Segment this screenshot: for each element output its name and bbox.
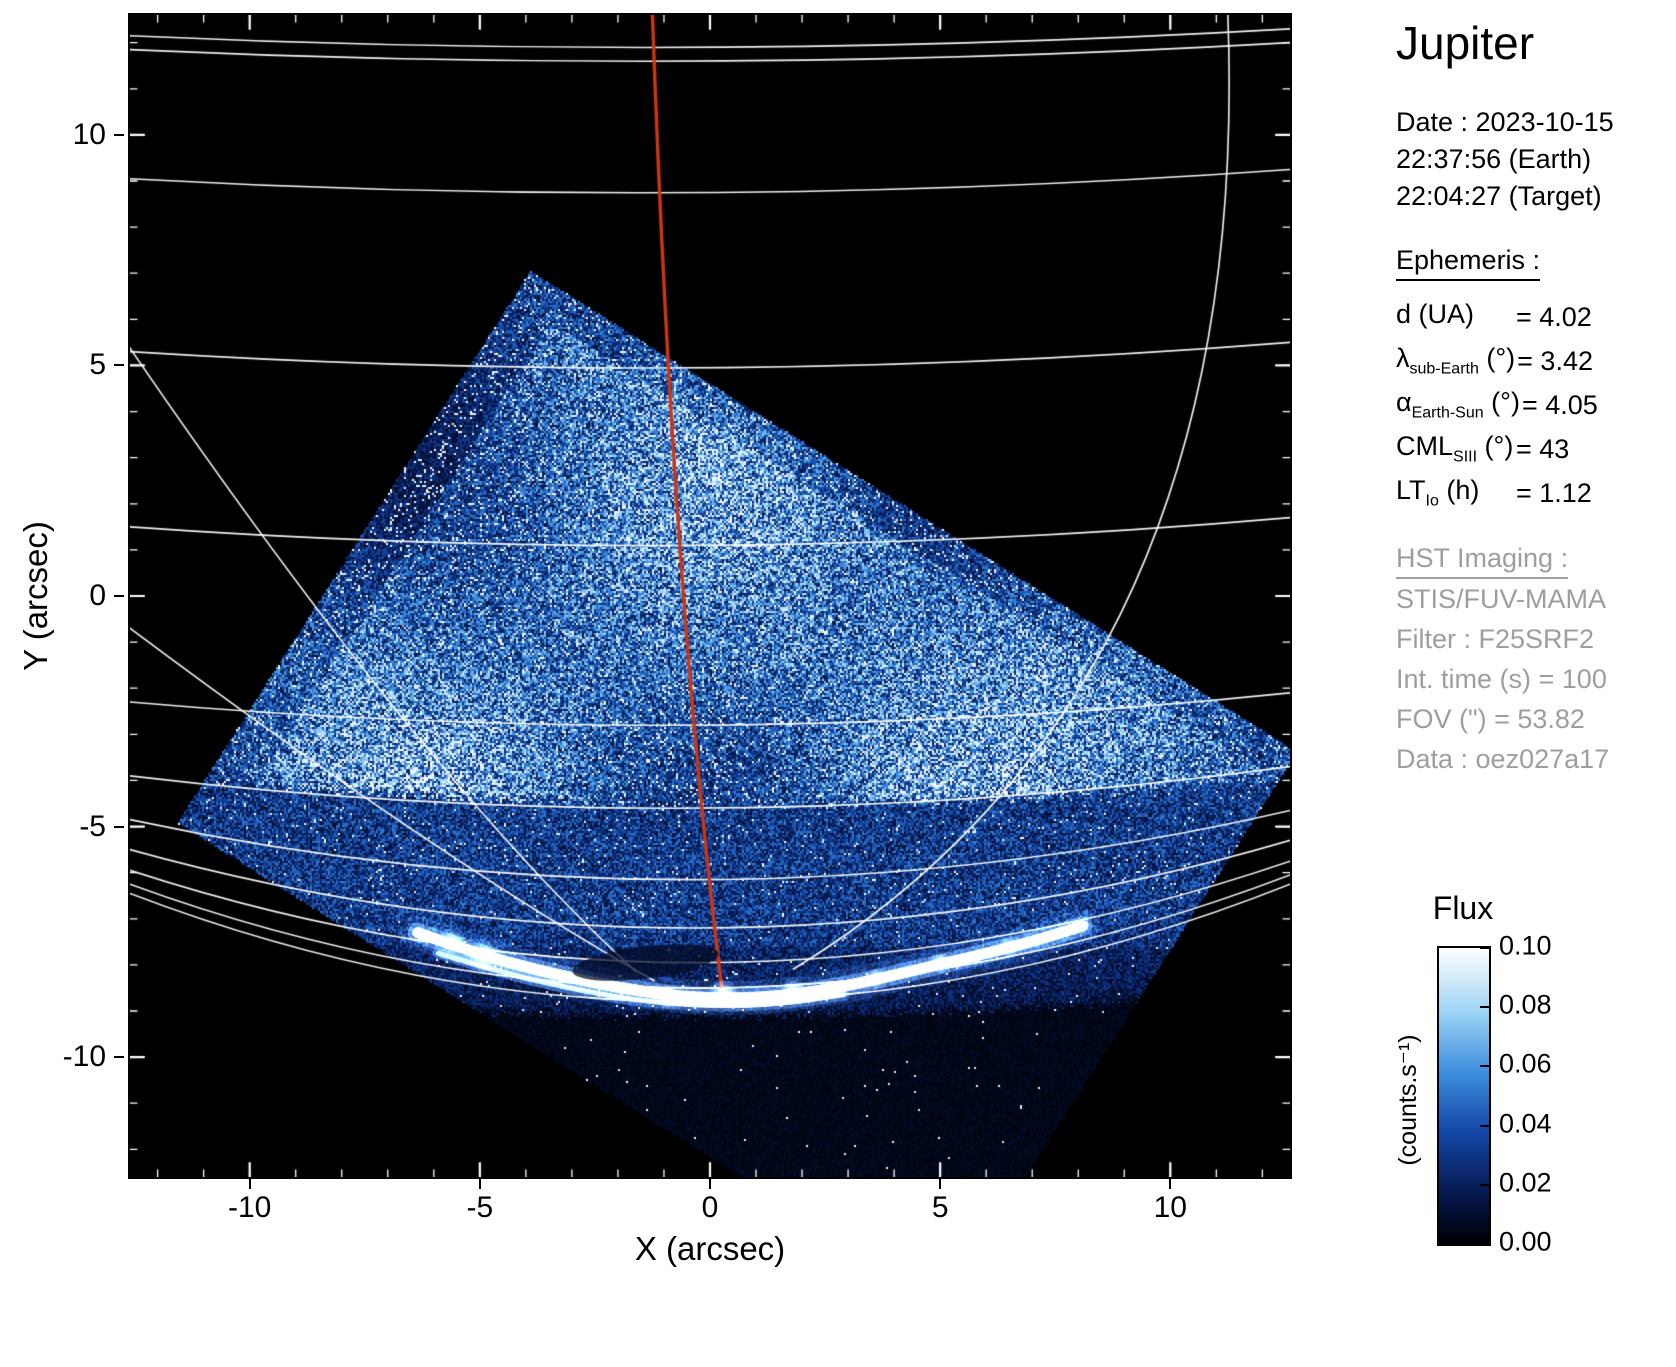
- x-tick-mark: [248, 1179, 251, 1189]
- y-tick: -5: [79, 809, 106, 843]
- colorbar-tick-mark: [1480, 947, 1489, 949]
- colorbar-title: Flux: [1432, 890, 1494, 926]
- ephemeris-distance: d (UA) = 4.02: [1396, 299, 1592, 332]
- observation-time-block: Date : 2023-10-15 22:37:56 (Earth) 22:04…: [1396, 104, 1674, 215]
- x-tick: 10: [1153, 1191, 1187, 1224]
- ephemeris-list: d (UA) = 4.02 λsub-Earth (°) = 3.42 αEar…: [1396, 295, 1674, 515]
- y-tick-mark: [114, 133, 124, 136]
- hst-instrument: STIS/FUV-MAMA: [1396, 584, 1607, 614]
- y-tick-mark: [114, 364, 124, 367]
- x-tick-mark: [478, 1179, 481, 1189]
- x-tick: 0: [701, 1191, 719, 1224]
- y-tick: 0: [89, 579, 106, 612]
- colorbar-tick-labels: 0.10 0.08 0.06 0.04 0.02 0.00: [1499, 931, 1589, 1257]
- colorbar-tick: 0.00: [1499, 1226, 1552, 1257]
- y-tick: -10: [62, 1040, 106, 1074]
- x-tick: -10: [227, 1191, 272, 1224]
- colorbar-gradient: [1437, 946, 1491, 1246]
- y-tick-labels: -10 -5 0 5 10: [0, 15, 124, 1177]
- colorbar-tick: 0.02: [1499, 1167, 1552, 1198]
- x-tick: -5: [466, 1191, 494, 1224]
- hst-data-id: Data : oez027a17: [1396, 744, 1610, 774]
- ephemeris-io-local-time: LTIo (h) = 1.12: [1396, 475, 1592, 510]
- colorbar-tick: 0.10: [1499, 930, 1552, 961]
- y-tick-mark: [114, 595, 124, 597]
- hst-integration-time: Int. time (s) = 100: [1396, 664, 1607, 694]
- ephemeris-sub-earth-longitude: λsub-Earth (°) = 3.42: [1396, 343, 1593, 378]
- y-tick: 5: [89, 348, 106, 382]
- x-tick: 5: [931, 1191, 949, 1224]
- colorbar-tick-mark: [1480, 1006, 1489, 1009]
- hst-imaging-block: HST Imaging : STIS/FUV-MAMA Filter : F25…: [1396, 543, 1674, 779]
- info-panel: Jupiter Date : 2023-10-15 22:37:56 (Eart…: [1396, 16, 1674, 779]
- ephemeris-heading: Ephemeris :: [1396, 245, 1541, 281]
- colorbar-tick-mark: [1480, 1243, 1489, 1245]
- colorbar-tick-mark: [1480, 1183, 1489, 1186]
- time-target: 22:04:27 (Target): [1396, 181, 1602, 211]
- colorbar-tick-mark: [1480, 1065, 1489, 1068]
- hst-heading-row: HST Imaging :: [1396, 543, 1674, 579]
- x-tick-mark: [709, 1179, 711, 1189]
- colorbar-tick-mark: [1480, 1124, 1489, 1127]
- hst-heading: HST Imaging :: [1396, 543, 1569, 579]
- plot-area: [128, 13, 1292, 1179]
- y-tick-mark: [114, 1056, 124, 1059]
- x-tick-labels: -10 -5 0 5 10: [130, 1179, 1290, 1231]
- colorbar-tick: 0.08: [1499, 989, 1552, 1020]
- y-tick: 10: [72, 117, 106, 151]
- observation-date: Date : 2023-10-15: [1396, 107, 1614, 137]
- colorbar-tick: 0.04: [1499, 1108, 1552, 1139]
- x-tick-mark: [1169, 1179, 1172, 1189]
- y-tick-mark: [114, 825, 124, 828]
- plot-canvas: [130, 15, 1290, 1177]
- colorbar-tick: 0.06: [1499, 1048, 1552, 1079]
- time-earth: 22:37:56 (Earth): [1396, 144, 1592, 174]
- x-tick-mark: [939, 1179, 942, 1189]
- target-title: Jupiter: [1396, 17, 1535, 69]
- ephemeris-cml: CMLSIII (°) = 43: [1396, 431, 1570, 466]
- hst-filter: Filter : F25SRF2: [1396, 624, 1595, 654]
- ephemeris-heading-row: Ephemeris :: [1396, 245, 1674, 281]
- hst-fov: FOV (") = 53.82: [1396, 704, 1585, 734]
- ephemeris-phase-angle: αEarth-Sun (°) = 4.05: [1396, 387, 1598, 422]
- x-axis-label: X (arcsec): [634, 1230, 786, 1267]
